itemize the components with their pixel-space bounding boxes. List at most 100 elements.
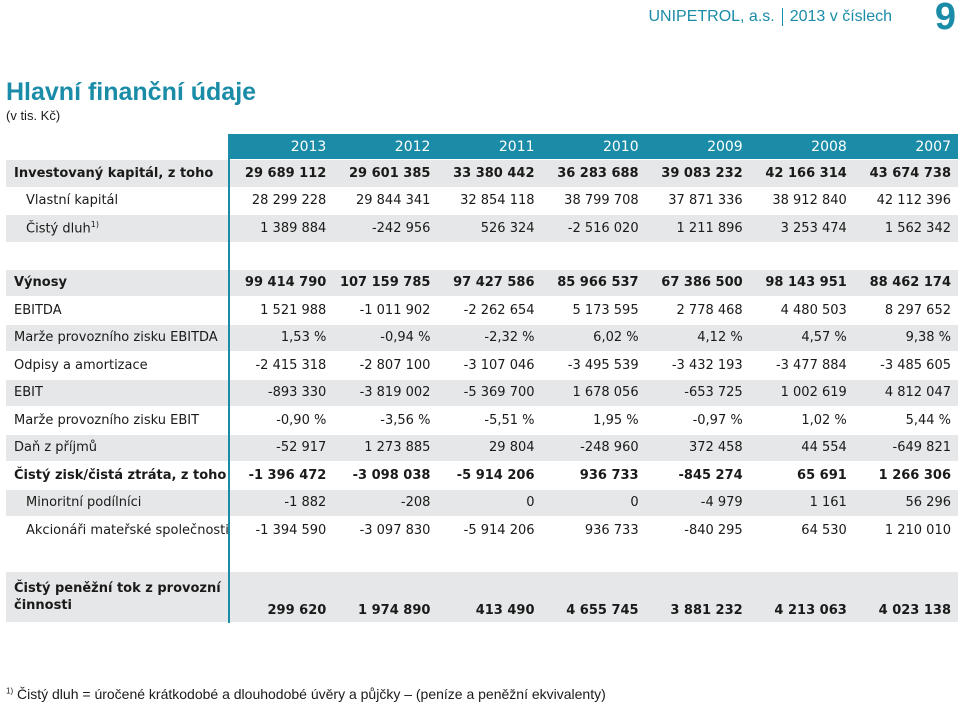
table-cell: -5 914 206: [437, 461, 542, 490]
spacer-cell: [749, 242, 854, 270]
table-row: Čistý peněžní tok z provozní činnosti 299…: [6, 571, 958, 623]
table-cell: 97 427 586: [437, 269, 542, 297]
table-cell: 0: [437, 489, 542, 517]
table-cell: -1 882: [228, 489, 334, 517]
row-label: Minoritní podílníci: [6, 489, 230, 517]
table-cell: 99 414 790: [228, 269, 334, 297]
table-cell: 4 213 063: [749, 571, 854, 623]
table-cell: -3 432 193: [645, 351, 750, 380]
table-cell: 1 562 342: [853, 214, 958, 243]
row-label: EBIT: [6, 379, 230, 407]
row-label-line: činnosti: [14, 597, 73, 613]
table-cell: 65 691: [749, 461, 854, 490]
row-label: Vlastní kapitál: [6, 187, 230, 215]
table-cell: -0,94 %: [333, 324, 438, 352]
row-label-line: Čistý peněžní tok z provozní: [14, 580, 221, 596]
spacer-cell: [333, 242, 438, 270]
table-cell: 29 689 112: [228, 159, 334, 188]
table-cell: 4 023 138: [853, 571, 958, 623]
header-blank: [6, 134, 230, 160]
year-header: 2012: [333, 134, 438, 160]
page-title: Hlavní finanční údaje: [6, 78, 257, 106]
report-header: UNIPETROL, a.s. 2013 v číslech: [648, 8, 892, 26]
table-cell: 29 601 385: [333, 159, 438, 188]
footnote: 1) Čistý dluh = úročené krátkodobé a dlo…: [6, 686, 606, 702]
table-cell: -3 485 605: [853, 351, 958, 380]
table-cell: -3 097 830: [333, 516, 438, 545]
table-cell: 38 799 708: [541, 187, 646, 215]
row-label: Čistý peněžní tok z provozní činnosti: [6, 571, 230, 623]
row-label: Výnosy: [6, 269, 230, 297]
table-cell: 413 490: [437, 571, 542, 623]
spacer-cell: [437, 242, 542, 270]
table-cell: 8 297 652: [853, 296, 958, 325]
table-cell: -840 295: [645, 516, 750, 545]
table-cell: 64 530: [749, 516, 854, 545]
table-cell: -845 274: [645, 461, 750, 490]
row-label-text: Čistý dluh: [26, 221, 91, 237]
spacer-cell: [228, 544, 334, 572]
row-label: Investovaný kapitál, z toho: [6, 159, 230, 188]
table-cell: 1 266 306: [853, 461, 958, 490]
table-cell: -0,90 %: [228, 406, 334, 435]
spacer-row: [6, 544, 958, 572]
table-row: Daň z příjmů -52 917 1 273 885 29 804 -2…: [6, 434, 958, 462]
year-header: 2008: [749, 134, 854, 160]
table-cell: 1,53 %: [228, 324, 334, 352]
table-cell: 526 324: [437, 214, 542, 243]
table-cell: -3 107 046: [437, 351, 542, 380]
spacer-cell: [645, 544, 750, 572]
table-cell: -2 415 318: [228, 351, 334, 380]
table-cell: 3 253 474: [749, 214, 854, 243]
table-cell: 39 083 232: [645, 159, 750, 188]
year-header: 2007: [853, 134, 958, 160]
table-cell: -649 821: [853, 434, 958, 462]
spacer-cell: [749, 544, 854, 572]
table-cell: 0: [541, 489, 646, 517]
table-cell: -1 011 902: [333, 296, 438, 325]
spacer-cell: [853, 242, 958, 270]
table-cell: 4 480 503: [749, 296, 854, 325]
table-cell: 1 210 010: [853, 516, 958, 545]
spacer-cell: [228, 242, 334, 270]
table-cell: 1 273 885: [333, 434, 438, 462]
company-name: UNIPETROL, a.s.: [648, 8, 775, 25]
table-cell: 936 733: [541, 461, 646, 490]
table-cell: 42 166 314: [749, 159, 854, 188]
table-cell: 67 386 500: [645, 269, 750, 297]
table-cell: -2 262 654: [437, 296, 542, 325]
table-cell: 299 620: [228, 571, 334, 623]
table-cell: 29 844 341: [333, 187, 438, 215]
table-cell: -653 725: [645, 379, 750, 407]
table-cell: 1 678 056: [541, 379, 646, 407]
table-cell: -3 495 539: [541, 351, 646, 380]
year-header: 2009: [645, 134, 750, 160]
table-cell: -5 914 206: [437, 516, 542, 545]
table-cell: 4,12 %: [645, 324, 750, 352]
table-cell: 4,57 %: [749, 324, 854, 352]
table-cell: -2 516 020: [541, 214, 646, 243]
table-cell: 5,44 %: [853, 406, 958, 435]
table-cell: 936 733: [541, 516, 646, 545]
table-row: EBITDA 1 521 988 -1 011 902 -2 262 654 5…: [6, 296, 958, 325]
row-label: Čistý zisk/čistá ztráta, z toho: [6, 461, 230, 490]
table-cell: 1 161: [749, 489, 854, 517]
table-cell: -1 396 472: [228, 461, 334, 490]
table-cell: -5 369 700: [437, 379, 542, 407]
row-label: Daň z příjmů: [6, 434, 230, 462]
table-cell: 107 159 785: [333, 269, 438, 297]
table-cell: 1,95 %: [541, 406, 646, 435]
table-cell: -0,97 %: [645, 406, 750, 435]
table-cell: 1 002 619: [749, 379, 854, 407]
year-header: 2010: [541, 134, 646, 160]
spacer-cell: [541, 544, 646, 572]
table-row: Investovaný kapitál, z toho 29 689 112 2…: [6, 159, 958, 188]
report-name: 2013 v číslech: [789, 8, 892, 25]
spacer-cell: [645, 242, 750, 270]
table-cell: 29 804: [437, 434, 542, 462]
row-label: Marže provozního zisku EBIT: [6, 406, 230, 435]
spacer-row: [6, 242, 958, 270]
table-row: Čistý dluh1) 1 389 884 -242 956 526 324 …: [6, 214, 958, 243]
table-cell: 1 389 884: [228, 214, 334, 243]
row-label: Čistý dluh1): [6, 214, 230, 243]
